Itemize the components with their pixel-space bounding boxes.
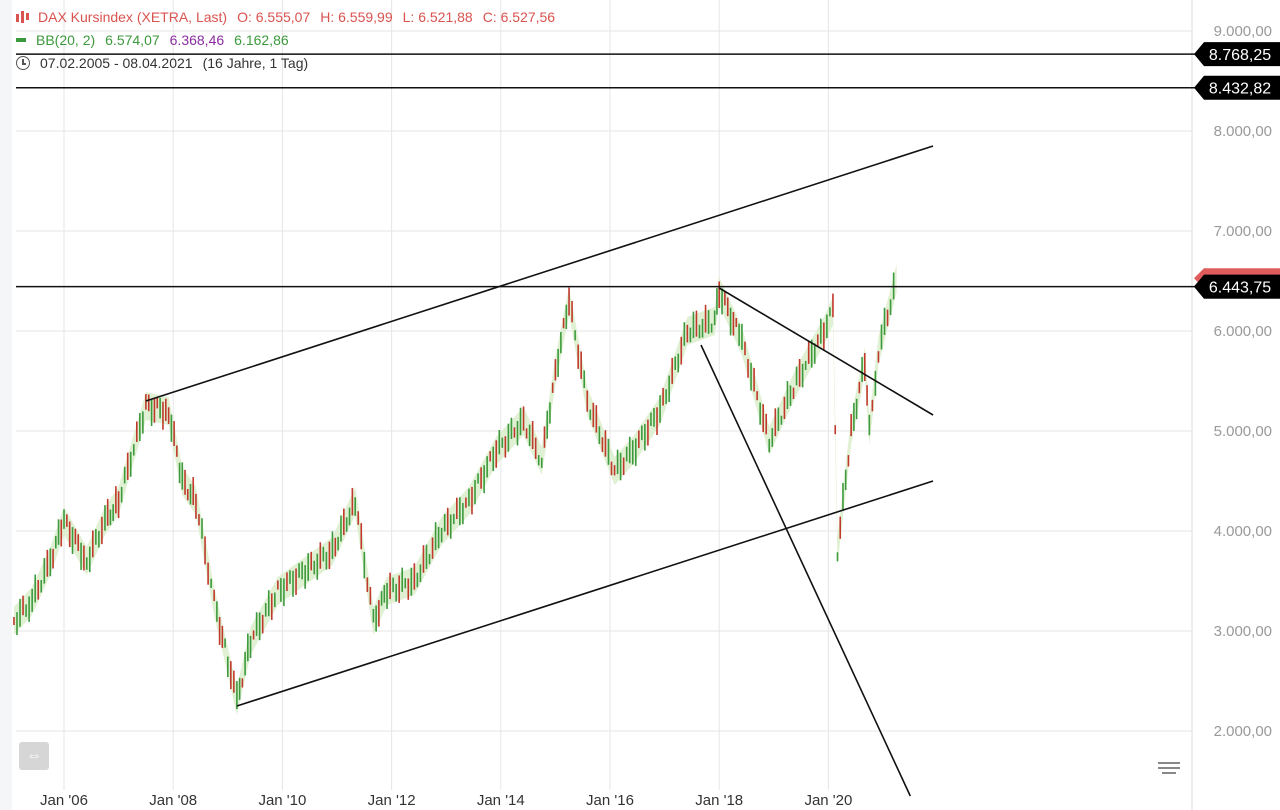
bb-label: BB(20, 2)	[36, 32, 96, 48]
scroll-handle-icon[interactable]: ⇔	[19, 742, 49, 770]
y-tick-label: 2.000,00	[1214, 723, 1272, 740]
y-tick-label: 7.000,00	[1214, 223, 1272, 240]
period: (16 Jahre, 1 Tag)	[202, 55, 309, 71]
legend-timerange-row[interactable]: 07.02.2005 - 08.04.2021 (16 Jahre, 1 Tag…	[16, 55, 312, 71]
trend-line	[700, 344, 912, 797]
trend-line	[718, 287, 934, 416]
clock-icon	[16, 56, 30, 70]
bb-lower: 6.162,86	[234, 32, 289, 48]
y-tick-label: 5.000,00	[1214, 423, 1272, 440]
left-edge-strip	[0, 0, 12, 810]
level-tag-front-label: 6.443,75	[1209, 280, 1271, 297]
x-tick-label: Jan '08	[149, 792, 197, 809]
level-tag-label: 8.432,82	[1209, 81, 1271, 98]
trend-line	[145, 145, 934, 402]
x-tick-label: Jan '06	[40, 792, 88, 809]
menu-icon[interactable]	[1158, 762, 1180, 778]
date-range: 07.02.2005 - 08.04.2021	[40, 55, 193, 71]
open-value: O: 6.555,07	[237, 9, 311, 25]
bollinger-icon	[16, 38, 26, 42]
x-tick-label: Jan '20	[804, 792, 852, 809]
x-tick-label: Jan '10	[258, 792, 306, 809]
trend-line	[236, 480, 934, 707]
x-tick-label: Jan '16	[586, 792, 634, 809]
level-tag	[1194, 42, 1280, 67]
y-tick-label: 8.000,00	[1214, 123, 1272, 140]
legend-instrument-row: DAX Kursindex (XETRA, Last) O: 6.555,07 …	[16, 9, 559, 25]
legend-bollinger-row: BB(20, 2) 6.574,07 6.368,46 6.162,86	[16, 32, 293, 48]
bb-middle: 6.368,46	[169, 32, 225, 48]
x-tick-label: Jan '18	[695, 792, 743, 809]
bb-upper: 6.574,07	[105, 32, 160, 48]
bollinger-band	[13, 264, 897, 715]
x-tick-label: Jan '12	[368, 792, 416, 809]
level-tag	[1194, 75, 1280, 100]
y-tick-label: 3.000,00	[1214, 623, 1272, 640]
level-tag-label: 8.768,25	[1209, 47, 1271, 64]
y-tick-label: 6.000,00	[1214, 323, 1272, 340]
instrument-name: DAX Kursindex (XETRA, Last)	[38, 9, 228, 25]
high-value: H: 6.559,99	[320, 9, 393, 25]
x-tick-label: Jan '14	[477, 792, 525, 809]
close-value: C: 6.527,56	[482, 9, 556, 25]
level-tag-front	[1194, 274, 1280, 299]
y-tick-label: 4.000,00	[1214, 523, 1272, 540]
low-value: L: 6.521,88	[402, 9, 473, 25]
y-tick-label: 9.000,00	[1214, 23, 1272, 40]
candlestick-icon	[16, 10, 29, 24]
